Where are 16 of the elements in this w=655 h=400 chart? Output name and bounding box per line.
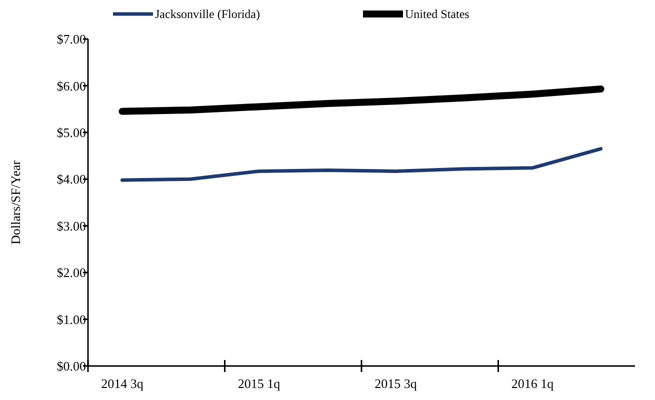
y-axis-title: Dollars/SF/Year [8, 160, 23, 244]
y-tick-label: $4.00 [56, 172, 86, 187]
y-tick-label: $2.00 [56, 265, 86, 280]
x-tick-label: 2016 1q [511, 376, 554, 391]
y-tick-label: $3.00 [56, 218, 86, 234]
y-tick-label: $6.00 [56, 78, 86, 94]
y-tick-label: $5.00 [56, 124, 86, 140]
y-tick-label: $0.00 [56, 358, 86, 374]
line-series [120, 147, 603, 182]
legend-label: Jacksonville (Florida) [155, 7, 260, 22]
x-tick-label: 2015 3q [374, 376, 418, 391]
x-tick-label: 2015 1q [238, 376, 281, 391]
x-tick-label: 2014 3q [101, 376, 144, 391]
y-tick-label: $1.00 [56, 312, 86, 327]
legend-label: United States [405, 7, 470, 22]
y-tick-label: $7.00 [56, 32, 86, 47]
